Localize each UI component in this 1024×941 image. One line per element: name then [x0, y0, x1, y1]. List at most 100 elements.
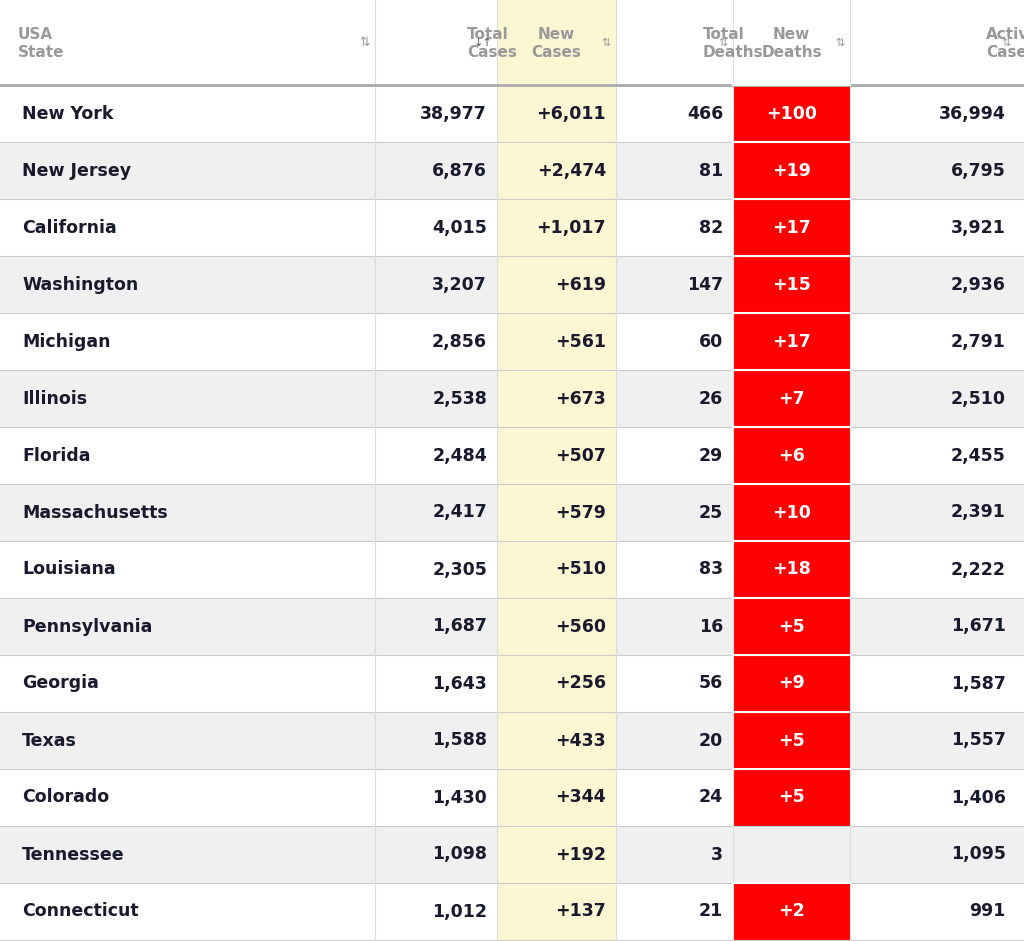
Text: Cases: Cases — [986, 45, 1024, 60]
Text: +6: +6 — [778, 446, 805, 465]
Bar — [0, 598, 1024, 655]
Text: Louisiana: Louisiana — [22, 561, 116, 579]
Text: 1,430: 1,430 — [432, 789, 487, 806]
Text: 21: 21 — [698, 902, 723, 920]
Text: 2,455: 2,455 — [951, 446, 1006, 465]
Text: Active: Active — [986, 27, 1024, 42]
Text: California: California — [22, 218, 117, 236]
Text: Cases: Cases — [531, 45, 582, 60]
Bar — [0, 826, 1024, 883]
Text: +7: +7 — [778, 390, 805, 407]
Text: +2,474: +2,474 — [537, 162, 606, 180]
Text: 2,856: 2,856 — [432, 332, 487, 350]
Text: Illinois: Illinois — [22, 390, 87, 407]
Text: +619: +619 — [555, 276, 606, 294]
Text: +1,017: +1,017 — [537, 218, 606, 236]
Text: 991: 991 — [970, 902, 1006, 920]
Text: +433: +433 — [555, 731, 606, 749]
Text: +256: +256 — [555, 675, 606, 693]
Bar — [0, 655, 1024, 712]
Bar — [733, 370, 850, 427]
Text: Total: Total — [467, 27, 509, 42]
Text: Deaths: Deaths — [703, 45, 764, 60]
Text: 1,406: 1,406 — [951, 789, 1006, 806]
Bar — [733, 427, 850, 484]
Text: +17: +17 — [772, 218, 811, 236]
Text: 2,417: 2,417 — [432, 503, 487, 521]
Text: 2,391: 2,391 — [951, 503, 1006, 521]
Text: ⇅: ⇅ — [719, 38, 728, 47]
Text: +673: +673 — [555, 390, 606, 407]
Text: 3,921: 3,921 — [951, 218, 1006, 236]
Bar — [733, 256, 850, 313]
Text: 2,305: 2,305 — [432, 561, 487, 579]
Bar — [0, 484, 1024, 541]
Bar — [733, 769, 850, 826]
Text: 2,510: 2,510 — [951, 390, 1006, 407]
Bar — [0, 769, 1024, 826]
Text: ⇅: ⇅ — [602, 38, 611, 47]
Text: 1,687: 1,687 — [432, 617, 487, 635]
Text: Total: Total — [703, 27, 744, 42]
Text: Washington: Washington — [22, 276, 138, 294]
Bar — [733, 655, 850, 712]
Text: 1,098: 1,098 — [432, 846, 487, 864]
Text: +17: +17 — [772, 332, 811, 350]
Text: +561: +561 — [555, 332, 606, 350]
Text: 2,484: 2,484 — [432, 446, 487, 465]
Text: +507: +507 — [555, 446, 606, 465]
Text: +137: +137 — [555, 902, 606, 920]
Text: 1,588: 1,588 — [432, 731, 487, 749]
Text: +18: +18 — [772, 561, 811, 579]
Text: 466: 466 — [687, 104, 723, 122]
Text: +15: +15 — [772, 276, 811, 294]
Text: +192: +192 — [555, 846, 606, 864]
Bar — [733, 142, 850, 199]
Text: +5: +5 — [778, 617, 805, 635]
Text: Tennessee: Tennessee — [22, 846, 125, 864]
Text: +2: +2 — [778, 902, 805, 920]
Text: Colorado: Colorado — [22, 789, 110, 806]
Bar — [0, 883, 1024, 940]
Text: New Jersey: New Jersey — [22, 162, 131, 180]
Text: ⇅: ⇅ — [1001, 38, 1011, 47]
Text: +19: +19 — [772, 162, 811, 180]
Text: +579: +579 — [555, 503, 606, 521]
Text: 26: 26 — [698, 390, 723, 407]
Text: New: New — [538, 27, 575, 42]
Bar — [0, 199, 1024, 256]
Bar — [733, 484, 850, 541]
Text: 1,587: 1,587 — [951, 675, 1006, 693]
Bar — [733, 85, 850, 142]
Text: 1,557: 1,557 — [951, 731, 1006, 749]
Text: Massachusetts: Massachusetts — [22, 503, 168, 521]
Text: 6,876: 6,876 — [432, 162, 487, 180]
Text: +510: +510 — [555, 561, 606, 579]
Text: 1,095: 1,095 — [951, 846, 1006, 864]
Text: +344: +344 — [555, 789, 606, 806]
Text: 2,936: 2,936 — [951, 276, 1006, 294]
Text: Deaths: Deaths — [761, 45, 822, 60]
Text: Florida: Florida — [22, 446, 90, 465]
Bar — [0, 712, 1024, 769]
Bar — [733, 712, 850, 769]
Text: +6,011: +6,011 — [537, 104, 606, 122]
Bar — [733, 313, 850, 370]
Text: 147: 147 — [687, 276, 723, 294]
Text: 56: 56 — [698, 675, 723, 693]
Text: 4,015: 4,015 — [432, 218, 487, 236]
Bar — [733, 199, 850, 256]
Text: 20: 20 — [698, 731, 723, 749]
Text: 1,012: 1,012 — [432, 902, 487, 920]
Bar — [0, 541, 1024, 598]
Text: 38,977: 38,977 — [420, 104, 487, 122]
Text: 1,643: 1,643 — [432, 675, 487, 693]
Text: 2,538: 2,538 — [432, 390, 487, 407]
Text: 81: 81 — [698, 162, 723, 180]
Text: +9: +9 — [778, 675, 805, 693]
Text: 6,795: 6,795 — [951, 162, 1006, 180]
Text: 2,222: 2,222 — [951, 561, 1006, 579]
Text: Pennsylvania: Pennsylvania — [22, 617, 153, 635]
Bar — [0, 313, 1024, 370]
Text: State: State — [18, 45, 65, 60]
